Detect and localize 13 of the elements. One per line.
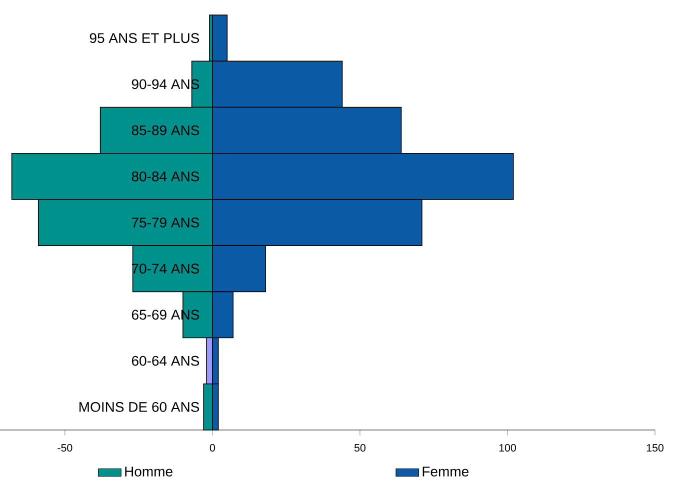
x-tick-label: -50 bbox=[58, 444, 72, 452]
legend-label: Homme bbox=[125, 466, 172, 476]
y-tick-label: 85-89 ANS bbox=[132, 125, 200, 136]
y-tick-label: 80-84 ANS bbox=[132, 171, 200, 182]
y-tick-label: 60-64 ANS bbox=[132, 356, 200, 366]
legend-label: Femme bbox=[422, 466, 468, 476]
x-tick-label: 0 bbox=[210, 444, 215, 452]
y-tick-label: 95 ANS ET PLUS bbox=[90, 33, 200, 44]
x-tick-label: 50 bbox=[354, 444, 366, 452]
x-tick-label: 100 bbox=[499, 444, 516, 452]
y-tick-label: 75-79 ANS bbox=[132, 218, 200, 228]
y-tick-label: MOINS DE 60 ANS bbox=[80, 402, 200, 412]
x-tick-label: 150 bbox=[646, 444, 664, 452]
